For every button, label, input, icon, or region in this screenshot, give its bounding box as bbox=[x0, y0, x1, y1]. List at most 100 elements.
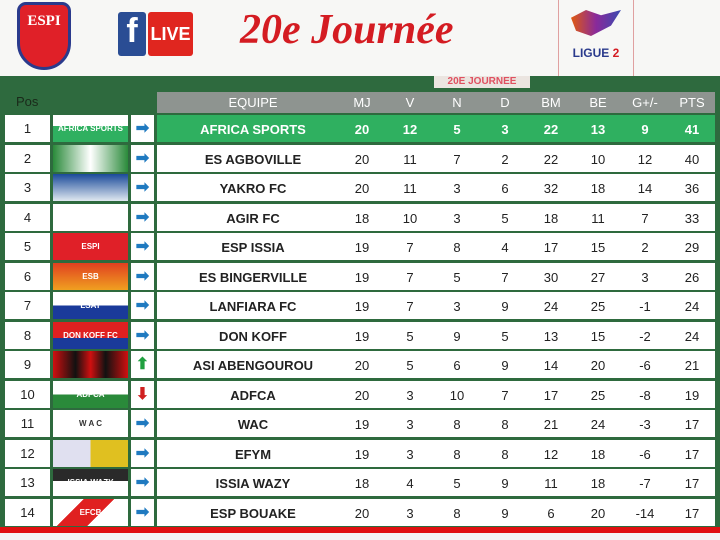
cell-gd: 12 bbox=[637, 151, 653, 167]
cell-d: 7 bbox=[501, 269, 509, 285]
row-cells: ESP ISSIA 19 7 8 4 17 15 2 29 bbox=[157, 233, 715, 260]
cell-pts: 24 bbox=[684, 328, 700, 344]
cell-n: 3 bbox=[453, 299, 461, 314]
cell-n: 5 bbox=[453, 476, 461, 491]
position: 12 bbox=[5, 439, 50, 467]
cell-bm: 32 bbox=[543, 181, 559, 196]
row-cells: AGIR FC 18 10 3 5 18 11 7 33 bbox=[157, 203, 715, 231]
cell-n: 8 bbox=[453, 446, 461, 462]
table-row: 12 ➡ EFYM 19 3 8 8 12 18 -6 17 bbox=[0, 439, 720, 467]
cell-mj: 20 bbox=[354, 358, 370, 373]
live-badge: LIVE bbox=[148, 12, 193, 56]
position: 7 bbox=[5, 292, 50, 319]
cell-d: 9 bbox=[501, 505, 509, 521]
row-cells: ES AGBOVILLE 20 11 7 2 22 10 12 40 bbox=[157, 144, 715, 172]
position: 3 bbox=[5, 174, 50, 201]
cell-v: 3 bbox=[406, 387, 414, 403]
cell-pts: 29 bbox=[684, 240, 700, 255]
cell-pts: 17 bbox=[684, 476, 700, 491]
cell-n: 7 bbox=[453, 151, 461, 167]
position: 14 bbox=[5, 498, 50, 526]
cell-bm: 6 bbox=[547, 505, 555, 521]
cell-n: 3 bbox=[453, 210, 461, 226]
cell-pts: 36 bbox=[684, 181, 700, 196]
table-row: 10 ADFCA ⬇ ADFCA 20 3 10 7 17 25 -8 19 bbox=[0, 380, 720, 408]
cell-bm: 22 bbox=[543, 151, 559, 167]
league-number: 2 bbox=[612, 46, 620, 60]
trend-same-icon: ➡ bbox=[131, 233, 154, 260]
cell-d: 7 bbox=[501, 387, 509, 403]
cell-gd: 7 bbox=[641, 210, 649, 226]
cell-bm: 24 bbox=[543, 299, 559, 314]
cell-gd: -1 bbox=[639, 299, 651, 314]
trend-same-icon: ➡ bbox=[131, 321, 154, 349]
espi-club-logo: ESPI bbox=[17, 2, 71, 70]
table-row: 7 LSAT ➡ LANFIARA FC 19 7 3 9 24 25 -1 24 bbox=[0, 292, 720, 319]
cell-be: 13 bbox=[590, 122, 606, 137]
table-row: 11 W A C ➡ WAC 19 3 8 8 21 24 -3 17 bbox=[0, 410, 720, 437]
cell-bm: 12 bbox=[543, 446, 559, 462]
cell-team: ADFCA bbox=[230, 387, 276, 403]
position: 9 bbox=[5, 351, 50, 378]
row-cells: ES BINGERVILLE 19 7 5 7 30 27 3 26 bbox=[157, 262, 715, 290]
cell-pts: 21 bbox=[684, 358, 700, 373]
row-cells: ISSIA WAZY 18 4 5 9 11 18 -7 17 bbox=[157, 469, 715, 496]
ligue2-emblem-icon bbox=[571, 10, 621, 36]
cell-d: 5 bbox=[501, 210, 509, 226]
row-cells: AFRICA SPORTS 20 12 5 3 22 13 9 41 bbox=[157, 115, 715, 142]
table-row: 2 ➡ ES AGBOVILLE 20 11 7 2 22 10 12 40 bbox=[0, 144, 720, 172]
cell-v: 7 bbox=[406, 299, 414, 314]
cell-be: 20 bbox=[590, 358, 606, 373]
cell-mj: 19 bbox=[354, 446, 370, 462]
ligue2-logo: LIGUE 2 bbox=[558, 0, 634, 76]
cell-be: 18 bbox=[590, 446, 606, 462]
header: ESPI f LIVE 20e Journée LIGUE 2 bbox=[0, 0, 720, 76]
cell-team: ASI ABENGOUROU bbox=[192, 358, 314, 373]
cell-team: EFYM bbox=[234, 446, 272, 462]
trend-same-icon: ➡ bbox=[131, 292, 154, 319]
cell-v: 3 bbox=[406, 417, 414, 432]
cell-mj: 18 bbox=[354, 476, 370, 491]
cell-bm: 30 bbox=[543, 269, 559, 285]
cell-mj: 20 bbox=[354, 151, 370, 167]
cell-mj: 19 bbox=[354, 240, 370, 255]
cell-mj: 19 bbox=[354, 328, 370, 344]
team-logo: W A C bbox=[53, 410, 128, 437]
table-row: 5 ESPI ➡ ESP ISSIA 19 7 8 4 17 15 2 29 bbox=[0, 233, 720, 260]
trend-same-icon: ➡ bbox=[131, 469, 154, 496]
cell-pts: 19 bbox=[684, 387, 700, 403]
cell-v: 11 bbox=[403, 151, 417, 167]
cell-team: ESP ISSIA bbox=[221, 240, 285, 255]
row-cells: ASI ABENGOUROU 20 5 6 9 14 20 -6 21 bbox=[157, 351, 715, 378]
position: 13 bbox=[5, 469, 50, 496]
cell-d: 6 bbox=[501, 181, 509, 196]
cell-mj: 20 bbox=[354, 505, 370, 521]
cell-v: 10 bbox=[402, 210, 418, 226]
cell-bm: 22 bbox=[543, 122, 559, 137]
cell-v: 4 bbox=[406, 476, 414, 491]
cell-team: ES BINGERVILLE bbox=[198, 269, 308, 285]
cell-team: WAC bbox=[237, 417, 269, 432]
cell-pts: 17 bbox=[684, 505, 700, 521]
cell-d: 8 bbox=[501, 446, 509, 462]
team-logo: EFCB bbox=[53, 498, 128, 526]
trend-same-icon: ➡ bbox=[131, 203, 154, 231]
trend-same-icon: ➡ bbox=[131, 262, 154, 290]
cell-v: 7 bbox=[406, 269, 414, 285]
cell-be: 11 bbox=[591, 210, 605, 226]
team-logo bbox=[53, 439, 128, 467]
cell-be: 15 bbox=[590, 240, 606, 255]
cell-n: 8 bbox=[453, 240, 461, 255]
cell-n: 5 bbox=[453, 122, 461, 137]
position: 11 bbox=[5, 410, 50, 437]
cell-mj: 19 bbox=[354, 299, 370, 314]
team-logo: ISSIA WAZY l'indomptable bbox=[53, 469, 128, 496]
cell-team: ES AGBOVILLE bbox=[204, 151, 302, 167]
column-header: N bbox=[452, 95, 462, 110]
cell-pts: 33 bbox=[684, 210, 700, 226]
cell-be: 25 bbox=[590, 299, 606, 314]
column-header: V bbox=[405, 95, 415, 110]
table-row: 9 ⬆ ASI ABENGOUROU 20 5 6 9 14 20 -6 21 bbox=[0, 351, 720, 378]
trend-up-icon: ⬆ bbox=[131, 351, 154, 378]
